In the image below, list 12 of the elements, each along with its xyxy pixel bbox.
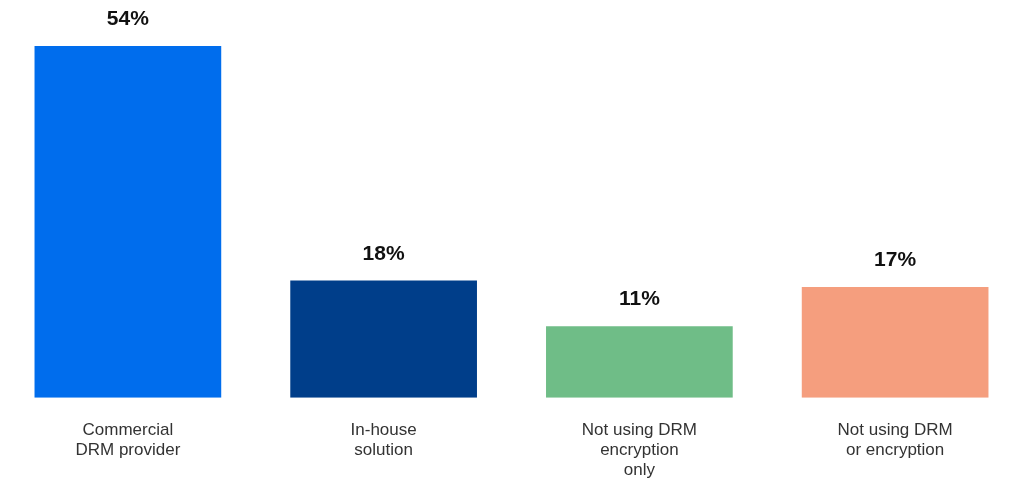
data-label: 54% <box>106 6 150 30</box>
x-tick-label: Commercial DRM provider <box>75 419 181 460</box>
x-tick-label: Not using DRM or encryption <box>837 419 953 460</box>
bar <box>290 280 477 398</box>
data-label: 11% <box>618 286 661 310</box>
data-label: 18% <box>362 240 405 264</box>
data-label: 17% <box>874 247 917 271</box>
x-tick-label: In-house solution <box>350 419 417 460</box>
bar <box>801 287 989 398</box>
bar <box>34 46 222 398</box>
bar <box>546 326 733 398</box>
x-tick-label: Not using DRM encryption only <box>581 419 698 480</box>
